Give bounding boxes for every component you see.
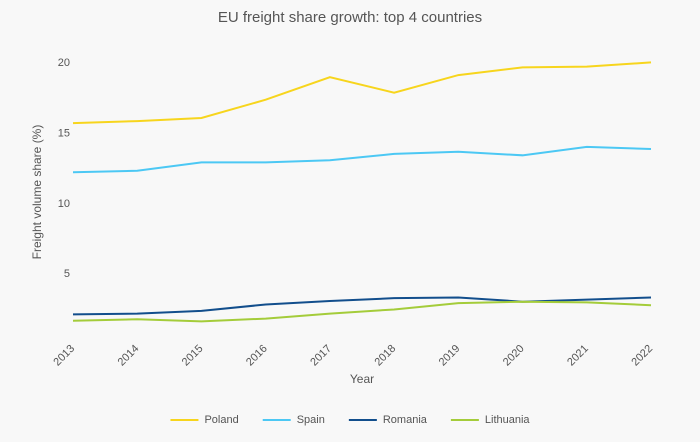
x-tick-label: 2020 bbox=[501, 343, 527, 369]
x-tick-label: 2019 bbox=[437, 343, 463, 369]
line-series bbox=[72, 296, 652, 316]
y-tick-label: 15 bbox=[58, 127, 70, 139]
legend-label: Spain bbox=[297, 414, 325, 426]
x-tick-label: 2021 bbox=[565, 343, 591, 369]
line-series bbox=[72, 145, 652, 174]
x-tick-label: 2018 bbox=[372, 343, 398, 369]
line-series bbox=[72, 300, 652, 323]
y-axis-title: Freight volume share (%) bbox=[30, 125, 44, 260]
legend-label: Romania bbox=[383, 414, 428, 426]
y-tick-label: 20 bbox=[58, 57, 70, 69]
y-tick-label: 5 bbox=[64, 268, 70, 280]
x-tick-label: 2013 bbox=[51, 343, 77, 369]
x-tick-label: 2017 bbox=[308, 343, 334, 369]
x-tick-label: 2022 bbox=[629, 343, 655, 369]
x-tick-label: 2016 bbox=[244, 343, 270, 369]
x-axis-title: Year bbox=[350, 372, 374, 386]
y-tick-label: 10 bbox=[58, 198, 70, 210]
line-series bbox=[72, 61, 652, 125]
legend-label: Lithuania bbox=[485, 414, 531, 426]
x-tick-label: 2015 bbox=[180, 343, 206, 369]
legend-label: Poland bbox=[204, 414, 238, 426]
x-tick-label: 2014 bbox=[116, 343, 142, 369]
chart-title: EU freight share growth: top 4 countries bbox=[218, 9, 482, 26]
